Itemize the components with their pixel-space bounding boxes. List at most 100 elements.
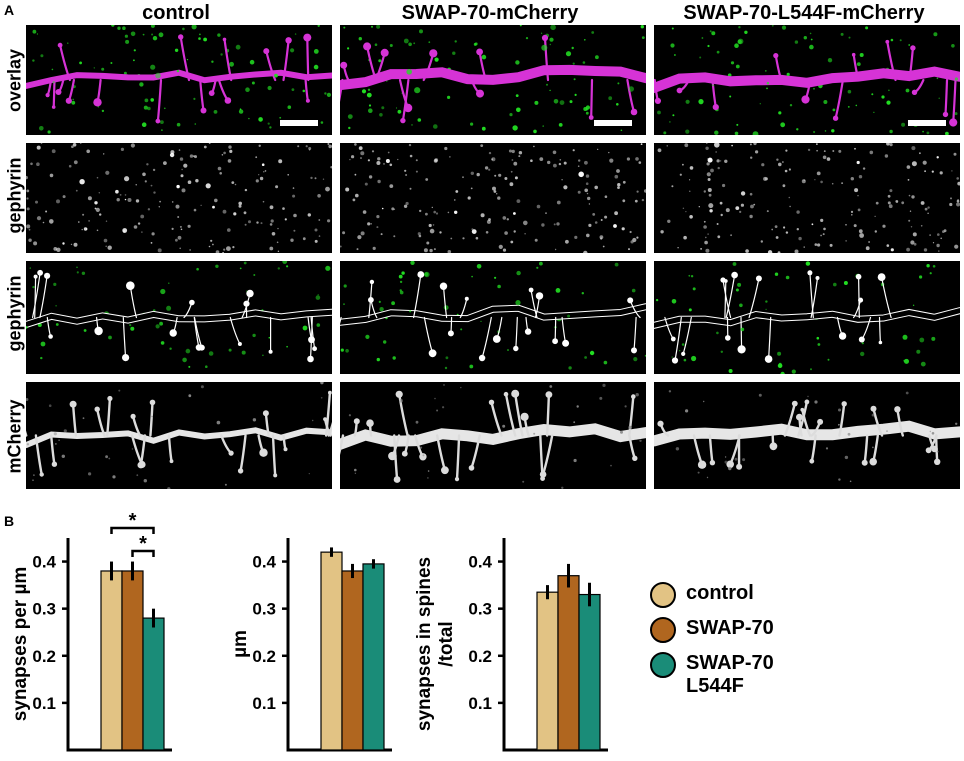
punctum [588, 203, 591, 205]
punctum [429, 248, 433, 253]
punctum [56, 247, 61, 252]
spine [34, 434, 43, 476]
spine-head [33, 274, 38, 279]
punctum [409, 187, 412, 190]
spine-head [130, 413, 136, 419]
punctum [559, 100, 565, 105]
punctum [816, 143, 818, 145]
punctum [278, 159, 283, 164]
punctum [455, 190, 459, 193]
spine [423, 316, 434, 354]
punctum [151, 232, 155, 236]
punctum [367, 159, 370, 162]
spine-head [807, 270, 813, 276]
punctum [213, 110, 218, 114]
spine [740, 316, 743, 350]
punctum [628, 425, 632, 430]
punctum [51, 68, 54, 71]
punctum [120, 147, 124, 151]
punctum [188, 365, 191, 368]
punctum [61, 454, 65, 458]
punctum [376, 357, 380, 362]
punctum [890, 38, 894, 42]
punctum [910, 240, 915, 245]
punctum [506, 218, 509, 221]
punctum [890, 248, 894, 252]
punctum [518, 151, 523, 155]
punctum [146, 163, 149, 166]
punctum [714, 130, 719, 135]
spine [863, 434, 869, 464]
punctum [785, 231, 789, 234]
punctum [588, 223, 592, 227]
punctum [239, 108, 242, 110]
punctum [755, 150, 759, 154]
punctum [380, 233, 383, 236]
spine-head [262, 410, 269, 417]
punctum [589, 350, 595, 356]
spine [220, 434, 233, 455]
punctum [155, 324, 160, 329]
punctum [175, 204, 180, 209]
punctum [553, 163, 557, 168]
punctum [56, 199, 60, 204]
punctum [423, 248, 428, 253]
punctum [705, 146, 709, 150]
spine [52, 78, 56, 109]
punctum [447, 211, 450, 214]
punctum [399, 290, 404, 295]
punctum [377, 157, 381, 161]
spine-head [942, 111, 949, 118]
punctum [347, 114, 353, 119]
punctum [497, 196, 501, 200]
punctum [954, 77, 958, 81]
punctum [509, 113, 513, 117]
punctum [951, 44, 955, 48]
punctum [936, 450, 939, 453]
punctum [411, 124, 413, 126]
punctum [313, 64, 319, 70]
punctum [688, 274, 691, 277]
punctum [851, 214, 853, 216]
punctum [480, 213, 485, 218]
punctum [32, 59, 35, 62]
punctum [182, 357, 187, 363]
punctum [294, 33, 297, 35]
punctum [786, 72, 790, 76]
punctum [434, 397, 436, 400]
punctum [597, 148, 599, 150]
punctum [96, 176, 99, 179]
spine [223, 38, 233, 82]
punctum [368, 104, 372, 107]
punctum [475, 236, 479, 240]
punctum [449, 156, 451, 158]
punctum [957, 181, 960, 186]
spine-head [931, 445, 938, 453]
spine-head [48, 334, 53, 339]
punctum [352, 198, 356, 202]
punctum [610, 464, 612, 467]
punctum [855, 104, 858, 107]
punctum [620, 129, 623, 132]
x-axis-label: density [107, 759, 174, 761]
punctum [324, 92, 327, 95]
punctum [343, 26, 346, 29]
punctum [567, 314, 571, 318]
punctum [833, 282, 837, 287]
spine [179, 35, 191, 82]
punctum [720, 350, 723, 353]
punctum [740, 327, 745, 332]
punctum [381, 106, 385, 110]
spine-head [268, 349, 273, 354]
punctum [550, 25, 556, 31]
punctum [258, 144, 261, 147]
punctum [40, 54, 44, 58]
punctum [360, 157, 362, 159]
punctum [389, 163, 393, 167]
punctum [181, 168, 183, 171]
punctum [387, 151, 390, 154]
punctum [666, 145, 668, 147]
spine-head [815, 276, 820, 280]
punctum [498, 173, 502, 177]
spine [711, 78, 717, 109]
